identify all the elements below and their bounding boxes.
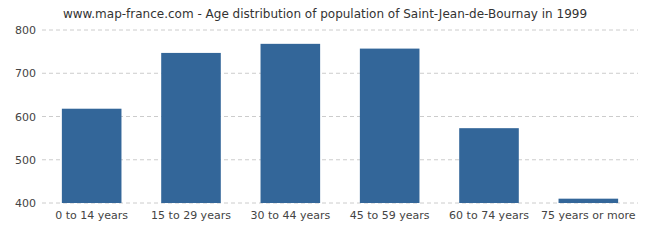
chart-container: www.map-france.com - Age distribution of… [0,0,650,229]
bar [360,49,420,203]
y-tick-label: 500 [15,154,36,167]
bar [459,128,519,203]
y-tick-label: 400 [15,197,36,210]
x-tick-label: 45 to 59 years [350,209,430,222]
grid-line [42,73,638,74]
grid-line [42,159,638,160]
y-axis: 400 500 600 700 800 [15,24,36,210]
bar [161,53,221,203]
y-tick-label: 800 [15,24,36,37]
bar [261,44,321,203]
title: www.map-france.com - Age distribution of… [63,7,587,21]
grid-line [42,203,638,204]
chart: www.map-france.com - Age distribution of… [0,0,650,229]
y-tick-label: 700 [15,67,36,80]
x-tick-label: 60 to 74 years [449,209,529,222]
x-tick-label: 30 to 44 years [250,209,330,222]
grid [42,30,638,203]
x-tick-label: 15 to 29 years [151,209,231,222]
grid-line [42,116,638,117]
x-axis: 0 to 14 years 15 to 29 years 30 to 44 year… [55,209,636,222]
x-tick-label: 75 years or more [541,209,636,222]
x-tick-label: 0 to 14 years [55,209,128,222]
grid-line [42,30,638,31]
bar [559,199,619,203]
y-tick-label: 600 [15,111,36,124]
bar [62,109,122,203]
bars [62,44,618,203]
